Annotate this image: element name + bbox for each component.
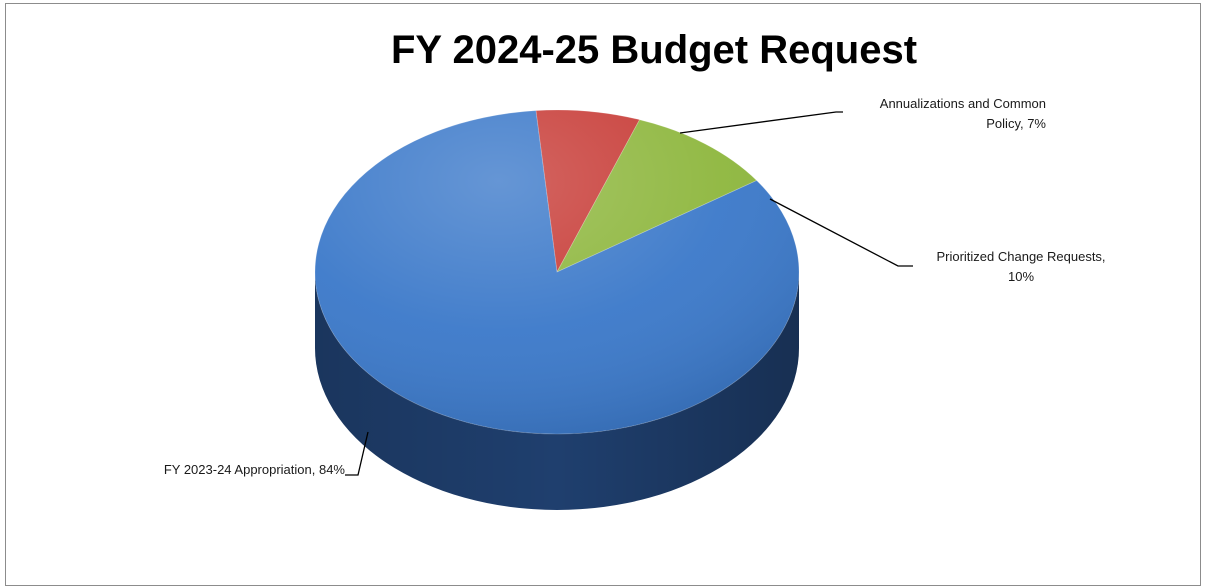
- data-label-2-line-1: 10%: [1008, 269, 1034, 284]
- data-label-0-line-0: FY 2023-24 Appropriation, 84%: [164, 462, 346, 477]
- data-label-2-line-0: Prioritized Change Requests,: [936, 249, 1105, 264]
- leader-line-2: [769, 198, 913, 267]
- chart-title: FY 2024-25 Budget Request: [390, 28, 918, 72]
- pie-side-shade-0: [315, 272, 799, 510]
- data-label-1-line-1: Policy, 7%: [986, 116, 1046, 131]
- pie-labels-layer: FY 2023-24 Appropriation, 84% Annualizati…: [164, 96, 1106, 477]
- pie-top-layer: [314, 109, 800, 435]
- pie-side-layer: [315, 272, 799, 510]
- leader-line-1: [679, 111, 843, 134]
- leader-line-0: [345, 431, 369, 476]
- data-label-1-line-0: Annualizations and Common: [880, 96, 1046, 111]
